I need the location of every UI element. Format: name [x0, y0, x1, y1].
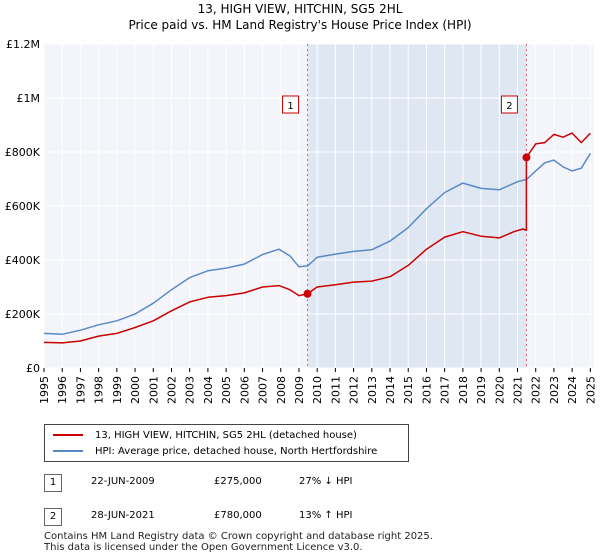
legend-label-hpi: HPI: Average price, detached house, Nort…	[95, 445, 378, 457]
x-tick-label: 1998	[93, 376, 106, 404]
sale-point	[522, 153, 531, 162]
x-tick-label: 2001	[147, 376, 160, 404]
x-tick-label: 2009	[293, 376, 306, 404]
legend-swatch-property	[53, 434, 83, 436]
y-tick-label: £0	[26, 362, 40, 375]
x-tick-label: 2015	[402, 376, 415, 404]
property-price-line	[43, 132, 591, 344]
y-tick-label: £200K	[5, 308, 41, 321]
x-tick-label: 2006	[238, 376, 251, 404]
x-tick-label: 2017	[439, 376, 452, 404]
transaction-row: 2 28-JUN-2021 £780,000 13% ↑ HPI	[44, 508, 544, 526]
x-tick-label: 1997	[74, 376, 87, 404]
transaction-badge: 2	[44, 508, 62, 526]
transaction-price: £780,000	[214, 510, 262, 521]
sale-label-box	[282, 95, 300, 114]
legend-item-property: 13, HIGH VIEW, HITCHIN, SG5 2HL (detache…	[53, 428, 357, 442]
x-tick-label: 2011	[329, 376, 342, 404]
legend-label-property: 13, HIGH VIEW, HITCHIN, SG5 2HL (detache…	[95, 429, 357, 441]
x-tick-label: 2016	[420, 376, 433, 404]
legend-swatch-hpi	[53, 450, 83, 452]
transaction-price: £275,000	[214, 476, 262, 487]
y-tick-label: £800K	[5, 146, 41, 159]
x-tick-label: 2007	[257, 376, 270, 404]
transaction-date: 28-JUN-2021	[91, 510, 155, 521]
chart-title: 13, HIGH VIEW, HITCHIN, SG5 2HL	[197, 2, 403, 16]
x-tick-label: 2010	[311, 376, 324, 404]
transaction-hpi: 13% ↑ HPI	[299, 510, 353, 521]
transaction-row: 1 22-JUN-2009 £275,000 27% ↓ HPI	[44, 474, 544, 492]
hpi-line	[43, 152, 592, 336]
y-tick-label: £600K	[5, 200, 41, 213]
legend-item-hpi: HPI: Average price, detached house, Nort…	[53, 444, 377, 458]
transaction-date: 22-JUN-2009	[91, 476, 155, 487]
sale-label: 1	[287, 101, 293, 112]
x-tick-label: 2022	[530, 376, 543, 404]
y-tick-label: £1M	[17, 92, 41, 105]
x-tick-label: 2025	[584, 376, 597, 404]
x-tick-label: 2018	[457, 376, 470, 404]
sale-point	[303, 289, 312, 298]
x-tick-label: 2002	[165, 376, 178, 404]
sale-label-box	[500, 95, 518, 114]
x-tick-label: 1999	[111, 376, 124, 404]
x-tick-label: 2014	[384, 376, 397, 404]
x-tick-label: 2019	[475, 376, 488, 404]
transaction-badge: 1	[44, 474, 62, 492]
y-tick-label: £400K	[5, 254, 41, 267]
y-tick-label: £1.2M	[6, 38, 40, 51]
x-tick-label: 2021	[512, 376, 525, 404]
attribution-line-2: This data is licensed under the Open Gov…	[44, 542, 363, 553]
x-tick-label: 1996	[56, 376, 69, 404]
x-tick-label: 2024	[566, 376, 579, 404]
transaction-hpi: 27% ↓ HPI	[299, 476, 353, 487]
x-tick-label: 2000	[129, 376, 142, 404]
sale-label: 2	[506, 101, 512, 112]
x-tick-label: 2008	[275, 376, 288, 404]
x-tick-label: 2003	[184, 376, 197, 404]
chart-subtitle: Price paid vs. HM Land Registry's House …	[128, 18, 472, 32]
price-chart: £0 £200K £400K £600K £800K £1M £1.2M 1995 1996 19…	[5, 38, 598, 404]
x-tick-label: 2004	[202, 376, 215, 404]
x-tick-label: 1995	[38, 376, 51, 404]
legend: 13, HIGH VIEW, HITCHIN, SG5 2HL (detache…	[44, 424, 409, 462]
x-tick-label: 2005	[220, 376, 233, 404]
x-tick-label: 2013	[366, 376, 379, 404]
x-tick-label: 2020	[493, 376, 506, 404]
attribution-line-1: Contains HM Land Registry data © Crown c…	[44, 531, 433, 542]
x-tick-label: 2012	[348, 376, 361, 404]
attribution: Contains HM Land Registry data © Crown c…	[44, 531, 433, 553]
x-tick-label: 2023	[548, 376, 561, 404]
